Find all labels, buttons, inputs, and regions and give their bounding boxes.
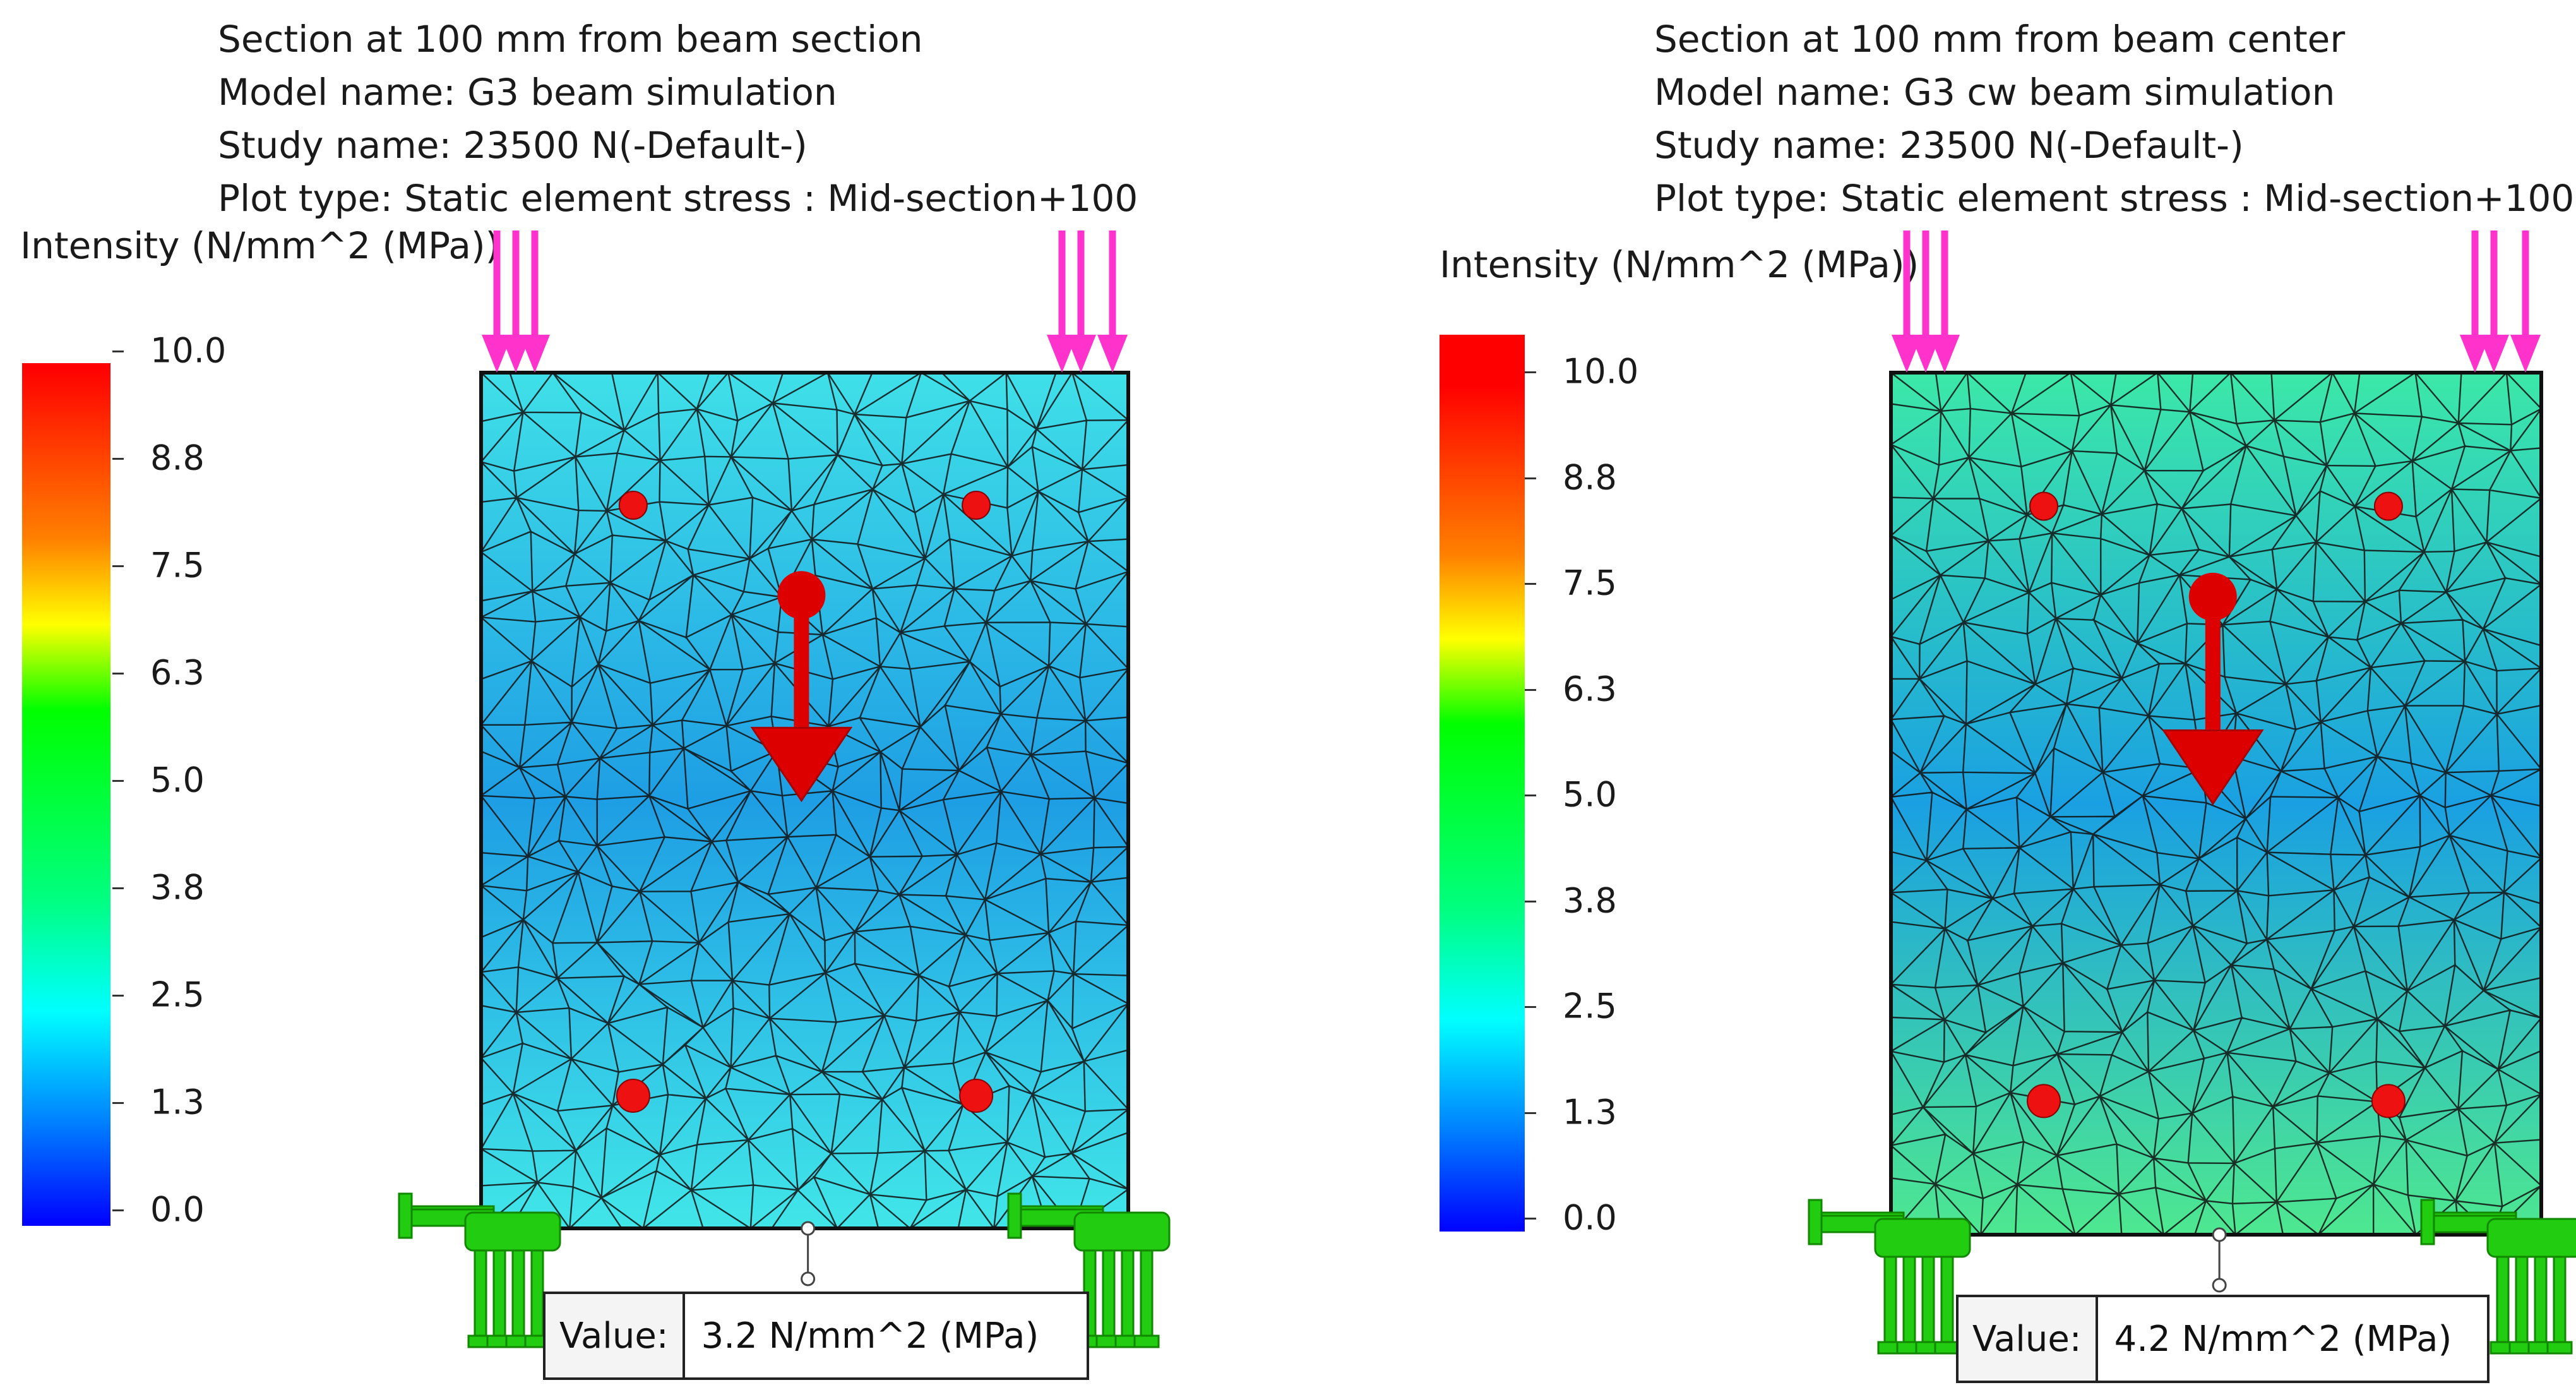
mesh-plot[interactable] <box>0 0 1288 1385</box>
legend-tick-mark <box>112 1209 124 1211</box>
section-label: Section at 100 mm from beam center <box>1654 18 2346 61</box>
finite-element-mesh <box>1890 371 2543 1236</box>
study-name: Study name: 23500 N(-Default-) <box>218 124 808 167</box>
probe-value: 3.2 N/mm^2 (MPa) <box>701 1315 1039 1357</box>
legend-tick-label: 2.5 <box>1563 986 1617 1026</box>
legend-tick-mark <box>112 887 124 889</box>
legend-tick-mark <box>1525 477 1536 479</box>
legend-ticks: 10.0 8.8 7.5 6.3 5.0 3.8 2.5 1.3 0.0 <box>1525 352 1689 1238</box>
mesh-plot[interactable] <box>1288 0 2576 1385</box>
legend-ticks: 10.0 8.8 7.5 6.3 5.0 3.8 2.5 1.3 0.0 <box>112 331 277 1230</box>
probe-point <box>801 1221 816 1236</box>
legend-tick-mark <box>112 673 124 675</box>
rebar-marker <box>2029 491 2059 521</box>
legend-tick-label: 0.0 <box>1563 1197 1617 1238</box>
probe-value: 4.2 N/mm^2 (MPa) <box>2114 1318 2452 1360</box>
legend-tick-label: 6.3 <box>150 652 205 693</box>
rebar-marker <box>616 1078 650 1113</box>
legend-tick-label: 7.5 <box>150 545 205 585</box>
legend-title: Intensity (N/mm^2 (MPa)) <box>20 224 500 267</box>
applied-load-arrows <box>1892 231 2541 373</box>
probe-anchor <box>801 1271 816 1286</box>
rebar-marker <box>959 1078 994 1113</box>
legend-tick-label: 7.5 <box>1563 563 1617 603</box>
legend-tick-label: 10.0 <box>1563 351 1639 392</box>
left-panel: Section at 100 mm from beam section Mode… <box>0 0 1288 1385</box>
probe-label: Value: <box>1959 1297 2098 1381</box>
section-label: Section at 100 mm from beam section <box>218 18 923 61</box>
beam-section <box>479 371 1130 1230</box>
legend-tick-label: 1.3 <box>1563 1092 1617 1132</box>
rebar-marker <box>962 491 991 520</box>
legend-tick-mark <box>1525 688 1536 691</box>
legend-tick-label: 10.0 <box>150 330 227 371</box>
legend-tick-mark <box>112 458 124 460</box>
legend-tick-label: 1.3 <box>150 1082 205 1122</box>
legend-tick-mark <box>112 351 124 352</box>
legend-tick-label: 6.3 <box>1563 669 1617 709</box>
legend-tick-label: 0.0 <box>150 1189 205 1230</box>
model-name: Model name: G3 beam simulation <box>218 71 837 114</box>
plot-type: Plot type: Static element stress : Mid-s… <box>1654 177 2575 220</box>
rebar-marker <box>2373 491 2403 521</box>
right-panel: Section at 100 mm from beam center Model… <box>1288 0 2576 1385</box>
legend-tick-mark <box>1525 1006 1536 1008</box>
legend-tick-mark <box>112 565 124 567</box>
probe-point <box>2212 1227 2227 1242</box>
legend-tick-label: 2.5 <box>150 974 205 1015</box>
rebar-marker <box>618 491 648 520</box>
fixture-supports <box>1808 1199 2576 1355</box>
plot-info-header: Section at 100 mm from beam section Mode… <box>218 13 1138 225</box>
legend-tick-mark <box>1525 371 1536 373</box>
stress-colorbar <box>22 363 110 1226</box>
plot-type: Plot type: Static element stress : Mid-s… <box>218 177 1138 220</box>
model-name: Model name: G3 cw beam simulation <box>1654 71 2335 114</box>
probe-value-box: Value: 3.2 N/mm^2 (MPa) <box>543 1292 1089 1380</box>
legend-tick-mark <box>1525 583 1536 585</box>
rebar-marker <box>2027 1084 2061 1118</box>
finite-element-mesh <box>480 371 1130 1230</box>
probe-value-box: Value: 4.2 N/mm^2 (MPa) <box>1956 1295 2490 1383</box>
legend-tick-label: 8.8 <box>1563 457 1617 497</box>
applied-load-arrows <box>482 231 1128 373</box>
legend-tick-label: 5.0 <box>1563 774 1617 815</box>
legend-tick-mark <box>1525 900 1536 902</box>
legend-tick-mark <box>112 780 124 782</box>
study-name: Study name: 23500 N(-Default-) <box>1654 124 2244 167</box>
stress-colorbar <box>1440 335 1525 1232</box>
rebar-marker <box>2371 1084 2406 1118</box>
legend-tick-label: 3.8 <box>150 867 205 908</box>
legend-tick-label: 5.0 <box>150 760 205 800</box>
legend-title: Intensity (N/mm^2 (MPa)) <box>1440 243 1919 286</box>
legend-tick-mark <box>1525 1218 1536 1220</box>
probe-label: Value: <box>546 1294 685 1377</box>
probe-anchor <box>2212 1278 2227 1293</box>
legend-tick-mark <box>1525 794 1536 796</box>
legend-tick-mark <box>1525 1112 1536 1114</box>
force-arrow <box>750 571 853 803</box>
plot-info-header: Section at 100 mm from beam center Model… <box>1654 13 2574 225</box>
fixture-supports <box>398 1192 1171 1348</box>
force-arrow <box>2162 572 2264 806</box>
legend-tick-label: 8.8 <box>150 438 205 478</box>
legend-tick-label: 3.8 <box>1563 880 1617 920</box>
legend-tick-mark <box>112 995 124 997</box>
legend-tick-mark <box>112 1102 124 1104</box>
